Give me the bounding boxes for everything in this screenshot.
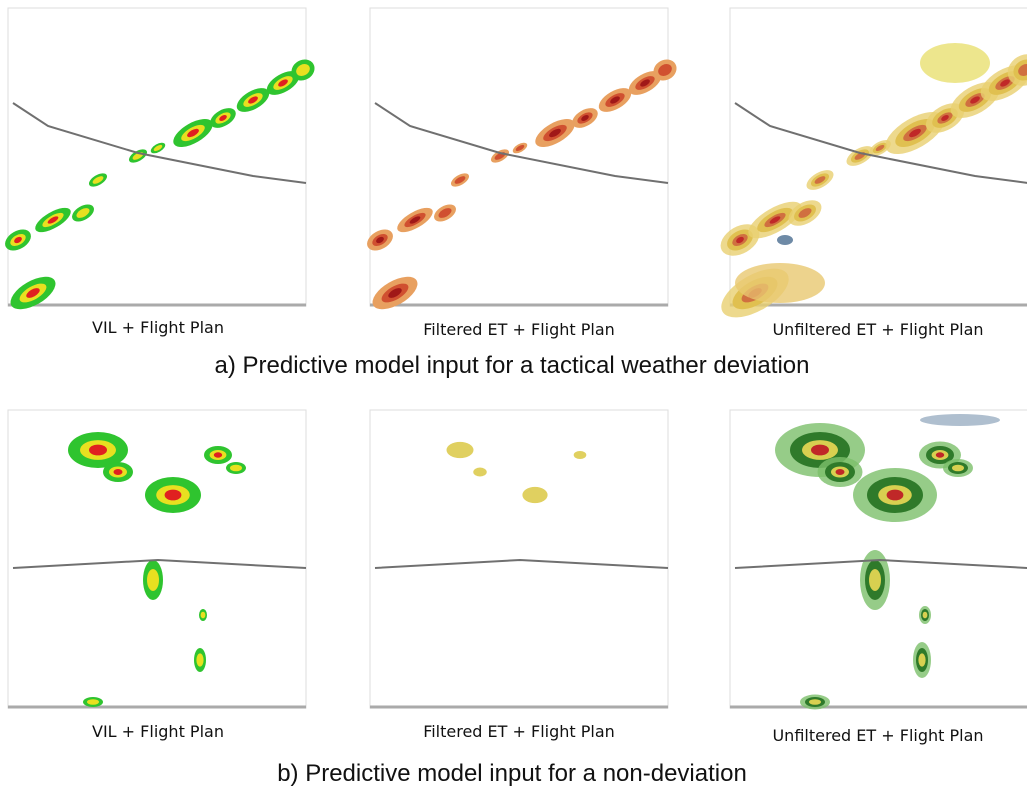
weather-core: [809, 699, 821, 705]
weather-core: [918, 653, 925, 666]
weather-core: [165, 490, 182, 501]
radar-panel: [370, 410, 668, 708]
radar-panel: [8, 410, 306, 708]
panel-frame: [8, 410, 306, 708]
figure: VIL + Flight Plan Filtered ET + Flight P…: [0, 0, 1027, 792]
radar-panel: [730, 410, 1027, 710]
weather-core: [230, 465, 242, 472]
weather-core: [887, 490, 904, 501]
weather-core: [869, 569, 881, 591]
weather-core: [836, 469, 845, 475]
weather-cell: [522, 487, 547, 503]
radar-panel: [1, 8, 318, 316]
panel-label: Unfiltered ET + Flight Plan: [772, 726, 983, 745]
weather-cell: [447, 442, 474, 458]
radar-panel: [714, 8, 1027, 327]
radar-panel: [363, 8, 680, 316]
caption: a) Predictive model input for a tactical…: [215, 352, 810, 379]
panel-label: Filtered ET + Flight Plan: [423, 722, 615, 741]
weather-cell: [574, 451, 587, 459]
weather-cell: [735, 263, 825, 303]
weather-cell: [777, 235, 793, 245]
weather-core: [114, 469, 123, 475]
weather-core: [196, 653, 203, 666]
panel-label: Unfiltered ET + Flight Plan: [772, 320, 983, 339]
weather-core: [87, 699, 99, 705]
weather-core: [201, 612, 206, 619]
weather-core: [214, 452, 222, 457]
weather-cell: [920, 43, 990, 83]
panel-frame: [370, 410, 668, 708]
weather-core: [923, 612, 928, 619]
weather-core: [147, 569, 159, 591]
panel-label: Filtered ET + Flight Plan: [423, 320, 615, 339]
weather-core: [936, 452, 944, 457]
weather-core: [89, 445, 107, 456]
caption: b) Predictive model input for a non-devi…: [277, 760, 747, 787]
weather-core: [952, 465, 964, 472]
weather-cell: [473, 468, 487, 477]
panel-label: VIL + Flight Plan: [92, 318, 224, 337]
weather-core: [811, 445, 829, 456]
weather-cell: [920, 414, 1000, 426]
panel-label: VIL + Flight Plan: [92, 722, 224, 741]
